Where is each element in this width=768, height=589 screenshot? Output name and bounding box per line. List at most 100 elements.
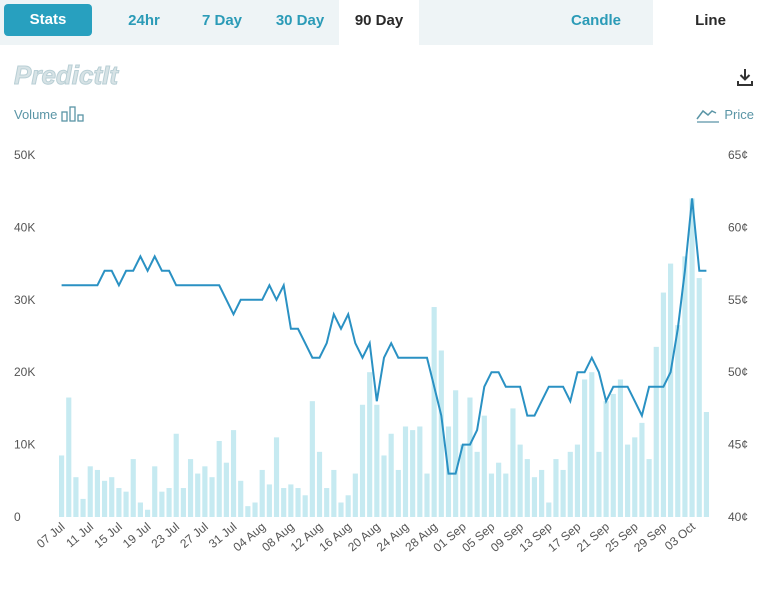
volume-bar <box>66 397 72 517</box>
volume-bar <box>402 426 409 517</box>
x-tick-label: 08 Aug <box>259 520 297 555</box>
x-tick-label: 20 Aug <box>345 520 383 555</box>
volume-bar <box>431 307 437 517</box>
volume-bar <box>367 372 373 517</box>
volume-bar <box>238 480 244 517</box>
left-tick-label: 10K <box>14 438 35 452</box>
x-tick-label: 03 Oct <box>662 519 699 553</box>
volume-bar <box>517 444 523 517</box>
volume-bar <box>668 263 674 517</box>
volume-bar <box>567 451 573 517</box>
volume-bar <box>660 292 667 517</box>
tab-7day[interactable]: 7 Day <box>201 12 243 29</box>
volume-bar <box>216 440 222 517</box>
x-tick-label: 11 Jul <box>63 520 96 551</box>
volume-bar <box>331 469 337 517</box>
volume-bar <box>245 506 251 517</box>
right-axis: 40¢ 45¢ 50¢ 55¢ 60¢ 65¢ <box>728 148 748 524</box>
volume-bar <box>259 469 265 517</box>
volume-bar <box>309 401 315 517</box>
right-tick-label: 40¢ <box>728 510 748 524</box>
x-tick-label: 12 Aug <box>288 520 326 555</box>
volume-bar <box>180 488 186 517</box>
volume-bar <box>574 444 581 517</box>
volume-bar <box>94 469 100 517</box>
left-tick-label: 50K <box>14 148 35 162</box>
price-legend: Price <box>696 104 754 124</box>
volume-bar <box>281 488 287 517</box>
volume-bar <box>524 459 530 517</box>
volume-bar <box>359 404 366 517</box>
left-axis: 0 10K 20K 30K 40K 50K <box>14 148 35 524</box>
price-volume-chart: 0 10K 20K 30K 40K 50K 40¢ 45¢ 50¢ 55¢ 60¢ 65¢ 07 J… <box>14 148 748 555</box>
volume-bar <box>295 488 301 517</box>
volume-bar <box>137 502 143 517</box>
volume-bar <box>123 491 129 517</box>
volume-bar <box>703 412 709 517</box>
x-tick-label: 19 Jul <box>120 520 154 551</box>
logo-text: PredictIt <box>14 60 119 90</box>
volume-bar <box>59 455 65 517</box>
x-tick-label: 15 Jul <box>91 520 125 551</box>
volume-bar <box>324 488 330 517</box>
volume-bar <box>381 455 387 517</box>
volume-bar <box>87 466 93 517</box>
x-tick-label: 07 Jul <box>34 520 68 551</box>
volume-bar <box>639 422 645 517</box>
volume-bar <box>144 509 151 517</box>
x-tick-label: 29 Sep <box>631 519 669 554</box>
volume-bar <box>646 459 652 517</box>
left-tick-label: 20K <box>14 365 35 379</box>
volume-bar <box>202 466 208 517</box>
volume-bar <box>159 491 165 517</box>
volume-bar <box>252 502 258 517</box>
volume-bar <box>187 459 194 517</box>
price-legend-label: Price <box>724 106 754 122</box>
volume-bar <box>582 379 588 517</box>
volume-bar <box>266 484 272 517</box>
volume-bar <box>130 459 136 517</box>
volume-bar <box>273 437 280 517</box>
tab-90day[interactable]: 90 Day <box>339 0 419 45</box>
left-tick-label: 40K <box>14 220 35 234</box>
volume-bar <box>352 473 358 517</box>
volume-bar <box>152 466 158 517</box>
right-tick-label: 55¢ <box>728 293 748 307</box>
volume-bar <box>546 502 552 517</box>
volume-bar <box>481 415 487 517</box>
volume-bar <box>496 462 502 517</box>
volume-bar <box>474 451 480 517</box>
volume-bar <box>539 469 545 517</box>
tab-bar: Stats 24hr 7 Day 30 Day 90 Day Candle Li… <box>0 0 768 45</box>
tab-24hr[interactable]: 24hr <box>128 12 160 29</box>
left-tick-label: 0 <box>14 510 21 524</box>
volume-bar <box>510 408 516 517</box>
volume-bar <box>73 477 79 517</box>
volume-bar <box>173 433 179 517</box>
volume-bar <box>101 480 108 517</box>
volume-bar <box>675 325 681 517</box>
volume-bar <box>632 437 638 517</box>
volume-bar <box>553 459 559 517</box>
volume-bar <box>302 495 308 517</box>
right-tick-label: 60¢ <box>728 220 748 234</box>
bar-chart-icon <box>61 106 85 122</box>
volume-bar <box>467 397 473 517</box>
volume-bar <box>689 198 695 517</box>
tab-candle[interactable]: Candle <box>570 12 621 29</box>
volume-bar <box>503 473 509 517</box>
download-icon[interactable] <box>734 66 756 88</box>
tab-stats[interactable]: Stats <box>4 4 92 36</box>
volume-bar <box>388 433 394 517</box>
volume-bar <box>345 495 351 517</box>
volume-bars <box>59 198 709 517</box>
volume-bar <box>288 484 294 517</box>
volume-bar <box>560 469 566 517</box>
tab-30day[interactable]: 30 Day <box>275 12 325 29</box>
tab-line[interactable]: Line <box>653 0 768 45</box>
volume-bar <box>625 444 631 517</box>
volume-bar <box>596 451 602 517</box>
volume-bar <box>424 473 430 517</box>
volume-bar <box>438 350 444 517</box>
